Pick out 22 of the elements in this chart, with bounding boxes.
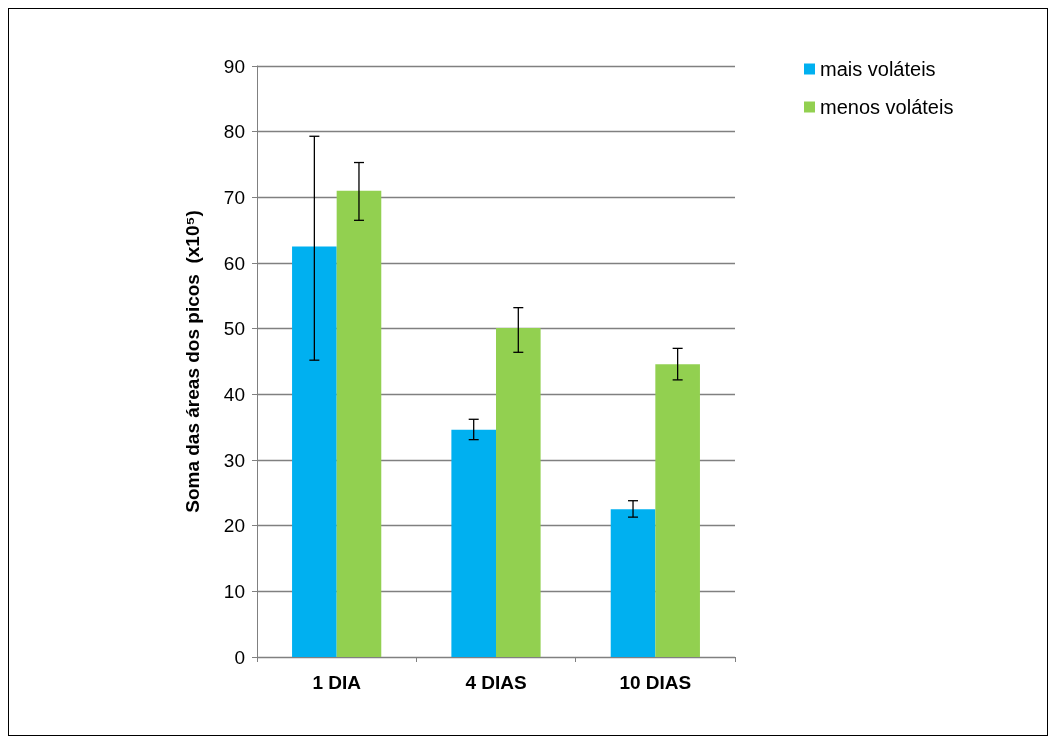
legend-label: mais voláteis xyxy=(820,58,936,80)
y-tick-label: 0 xyxy=(234,646,245,668)
bar xyxy=(496,328,541,657)
x-tick-label: 1 DIA xyxy=(312,672,362,693)
bar xyxy=(336,190,382,657)
x-tick-label: 4 DIAS xyxy=(465,672,527,693)
y-tick-label: 60 xyxy=(223,252,245,274)
y-tick-label: 80 xyxy=(223,121,245,143)
bar xyxy=(451,429,496,657)
y-tick-label: 50 xyxy=(223,318,245,340)
y-axis-title: Soma das áreas dos picos (x10⁵) xyxy=(182,210,203,513)
bar xyxy=(655,364,700,657)
y-tick-label: 40 xyxy=(223,383,245,405)
y-tick-label: 90 xyxy=(223,55,245,77)
bar xyxy=(610,509,656,657)
y-tick-label: 20 xyxy=(223,515,245,537)
legend-label: menos voláteis xyxy=(820,96,954,118)
y-tick-label: 30 xyxy=(223,449,245,471)
y-tick-label: 10 xyxy=(223,580,245,602)
bar xyxy=(292,246,337,657)
y-tick-label: 70 xyxy=(223,186,245,208)
x-tick-label: 10 DIAS xyxy=(619,672,692,693)
